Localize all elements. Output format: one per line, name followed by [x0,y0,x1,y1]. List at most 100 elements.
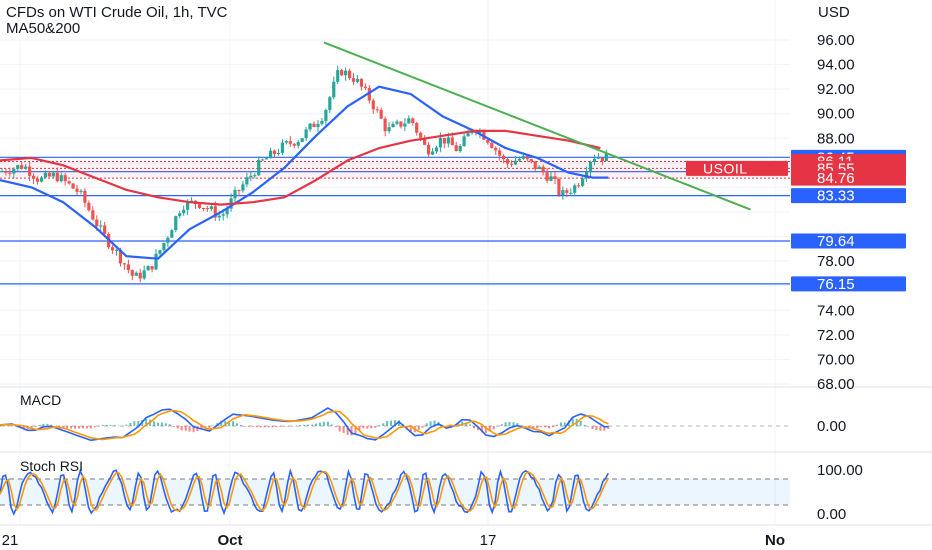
macd-histogram-bar [500,424,503,426]
macd-signal-line [0,409,609,441]
currency-label: USD [818,4,850,21]
price-axis[interactable]: 96.00 94.00 92.00 90.00 88.00 78.00 74.00 72.00… [686,32,906,523]
candle-body [110,247,115,251]
candle-body [103,225,107,234]
candle-body [407,118,411,124]
macd-histogram-bar [287,426,290,427]
candle-body [201,208,206,210]
time-tick-label: 17 [480,532,497,549]
macd-histogram-bar [70,426,73,429]
time-tick-label: No [765,532,785,549]
candle-body [217,215,221,218]
macd-histogram-bar [2,425,5,427]
candle-body [209,206,213,209]
macd-histogram-bar [299,425,302,426]
candle-body [355,78,360,82]
candle-body [367,88,371,101]
stoch-rsi-label: Stoch RSI [20,458,84,474]
macd-histogram-bar [330,424,333,426]
trendline[interactable] [323,41,751,211]
dotted-lines [0,161,790,179]
macd-histogram-bar [208,426,211,428]
time-tick-label: Oct [217,532,242,549]
macd-histogram-bar [85,426,88,429]
macd-histogram-bar [326,421,329,426]
macd-histogram-bar [394,420,396,426]
candle-body [158,250,162,254]
candle-body [253,175,257,177]
macd-histogram-bar [89,426,92,429]
macd-histogram-bar [180,426,183,431]
candle-body [233,189,237,199]
candle-body [114,249,119,251]
candle-body [59,175,63,182]
ma200-line [0,129,601,206]
candle-body [391,123,395,128]
candle-body [371,100,375,110]
candle-body [43,172,48,178]
stoch-tick-label: 100.00 [817,462,863,479]
candle-body [186,201,190,210]
macd-histogram-bar [382,423,385,426]
moving-averages [0,85,609,260]
macd-histogram-bar [259,426,262,428]
candle-body [99,225,103,227]
candle-body [265,158,269,160]
macd-histogram-bar [516,423,519,426]
macd-histogram-bar [524,426,527,427]
macd-histogram-bar [232,421,235,426]
candle-body [237,189,241,191]
macd-histogram-bar [157,422,159,426]
candle-body [458,146,462,152]
macd-histogram-bar [354,426,357,434]
candle-body [561,190,565,196]
candle-body [268,150,273,159]
candle-body [174,216,178,231]
candle-body [4,171,8,173]
candle-body [28,166,32,176]
candle-body [604,153,608,162]
symbol-label: USOIL [703,160,748,176]
macd-histogram-bar [279,426,282,427]
macd-histogram-bar [267,426,270,428]
candle-body [332,81,336,98]
candle-body [537,166,541,169]
candle-body [509,163,514,165]
macd-histogram-bar [307,424,310,426]
macd-histogram-bar [42,423,45,426]
candle-body [584,172,589,179]
macd-histogram-bar [113,425,116,426]
candle-body [95,219,99,227]
chart-title: CFDs on WTI Crude Oil, 1h, TVC [6,4,228,21]
macd-histogram-bar [105,424,108,426]
candle-body [581,178,585,186]
time-axis[interactable]: 21 Oct 17 No [2,532,785,549]
candle-body [257,159,261,176]
candle-body [553,176,557,179]
candle-body [486,139,490,143]
macd-histogram-bar [492,426,495,430]
macd-histogram-bar [236,423,238,426]
stoch-k-line [0,467,610,516]
price-tick-label: 68.00 [817,376,855,393]
macd-histogram-bar [346,426,349,435]
macd-histogram-bar [350,426,353,436]
macd-histogram-bar [599,426,602,431]
macd-histogram-bar [390,420,393,426]
candle-body [35,178,40,182]
candle-body [189,200,194,202]
macd-histogram-bar [204,426,207,428]
macd-histogram-bar [366,426,369,429]
macd-histogram-bar [160,422,163,426]
macd-histogram-bar [473,426,475,429]
candle-body [565,190,569,193]
macd-histogram-bar [50,424,53,426]
candle-body [490,142,494,148]
candle-body [118,249,123,264]
horizontal-levels[interactable] [0,156,790,285]
macd-histogram-bar [228,420,231,426]
candle-body [292,143,296,146]
macd-histogram-bar [38,424,41,426]
macd-histogram-bar [54,426,57,427]
